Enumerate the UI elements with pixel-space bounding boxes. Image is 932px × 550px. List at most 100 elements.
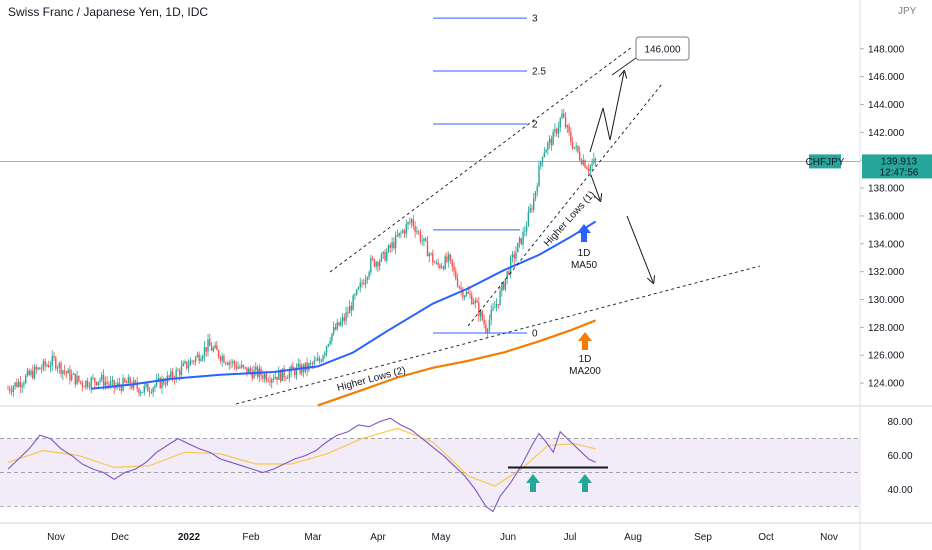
candle-body xyxy=(394,235,397,249)
candle-body xyxy=(564,117,567,128)
channel-upper-line xyxy=(329,46,633,273)
price-tick-label: 136.000 xyxy=(868,211,905,222)
candle-body xyxy=(439,264,441,268)
date-tick-label: 2022 xyxy=(178,532,201,543)
candle-body xyxy=(476,300,478,303)
candle-body xyxy=(451,259,453,267)
candle-body xyxy=(209,339,211,347)
candle-body xyxy=(531,208,533,210)
candle-body xyxy=(416,231,418,233)
candle-body xyxy=(370,258,372,273)
candle-body xyxy=(375,262,377,267)
candle-body xyxy=(547,142,549,150)
candle-body xyxy=(177,370,179,372)
candle-body xyxy=(327,343,330,347)
channel-lower-line xyxy=(467,83,663,327)
candle-body xyxy=(478,302,480,317)
candle-body xyxy=(467,291,469,294)
candle-body xyxy=(347,312,349,314)
candle-body xyxy=(331,333,333,341)
price-pane xyxy=(0,108,860,407)
date-tick-label: Sep xyxy=(694,532,712,543)
candle-body xyxy=(16,382,18,387)
candle-body xyxy=(366,277,369,280)
price-tick-label: 138.000 xyxy=(868,184,905,195)
candle-body xyxy=(586,167,588,169)
candle-body xyxy=(402,230,404,233)
candle-body xyxy=(152,387,154,393)
candle-body xyxy=(499,290,501,305)
candle-body xyxy=(573,147,576,149)
candle-body xyxy=(239,367,241,368)
candle-body xyxy=(320,361,322,362)
candle-body xyxy=(524,231,526,233)
candle-body xyxy=(210,346,213,351)
candle-body xyxy=(269,380,271,383)
candle-body xyxy=(460,287,462,290)
candle-body xyxy=(502,283,505,290)
candle-body xyxy=(286,378,289,379)
candle-body xyxy=(246,367,248,374)
candle-body xyxy=(39,367,41,370)
candle-body xyxy=(205,347,207,352)
higher-lows-2-label: Higher Lows (2) xyxy=(336,365,407,394)
date-tick-label: Nov xyxy=(47,532,65,543)
candle-body xyxy=(490,309,492,320)
candle-body xyxy=(180,365,183,376)
candle-body xyxy=(62,370,64,374)
candle-body xyxy=(109,381,112,386)
candle-body xyxy=(51,355,53,366)
candle-body xyxy=(53,355,55,358)
date-tick-label: Aug xyxy=(624,532,642,543)
candle-body xyxy=(150,391,153,393)
candle-body xyxy=(509,257,512,275)
candle-body xyxy=(32,370,34,379)
candle-body xyxy=(550,138,553,146)
candle-body xyxy=(294,369,296,376)
candle-body xyxy=(55,357,57,369)
candle-body xyxy=(317,358,319,361)
candle-body xyxy=(60,363,62,374)
candle-body xyxy=(81,382,84,387)
candle-body xyxy=(19,381,22,388)
symbol-badge xyxy=(809,154,841,169)
rsi-tick-label: 80.00 xyxy=(887,417,912,428)
candle-body xyxy=(306,362,308,371)
price-tick-label: 146.000 xyxy=(868,72,905,83)
candle-body xyxy=(267,380,269,382)
candle-body xyxy=(410,219,413,223)
candle-body xyxy=(417,231,420,233)
candle-body xyxy=(515,252,517,259)
candle-body xyxy=(276,376,278,380)
candle-body xyxy=(94,377,96,382)
date-tick-label: Nov xyxy=(820,532,838,543)
candle-body xyxy=(453,266,455,271)
candle-body xyxy=(545,149,547,153)
candle-body xyxy=(33,366,36,379)
candle-body xyxy=(363,283,365,285)
candle-body xyxy=(563,113,565,118)
candle-body xyxy=(340,321,342,326)
candle-body xyxy=(354,294,356,296)
candle-body xyxy=(28,370,30,375)
candle-body xyxy=(141,392,144,393)
candle-body xyxy=(138,388,140,394)
candle-body xyxy=(566,125,569,128)
last-price-badge xyxy=(862,154,932,179)
candle-body xyxy=(117,383,119,387)
candle-body xyxy=(21,385,23,388)
candle-body xyxy=(145,383,147,387)
candle-body xyxy=(42,360,45,369)
price-tick-label: 142.000 xyxy=(868,128,905,139)
candle-body xyxy=(357,287,360,290)
date-tick-label: Dec xyxy=(111,532,129,543)
candle-body xyxy=(111,380,114,382)
candle-body xyxy=(274,376,276,379)
bullish-projection-arrow xyxy=(589,72,624,153)
candle-body xyxy=(193,361,195,363)
candle-body xyxy=(463,295,466,298)
candle-body xyxy=(485,324,487,332)
candle-body xyxy=(465,291,468,296)
candle-body xyxy=(249,368,252,372)
